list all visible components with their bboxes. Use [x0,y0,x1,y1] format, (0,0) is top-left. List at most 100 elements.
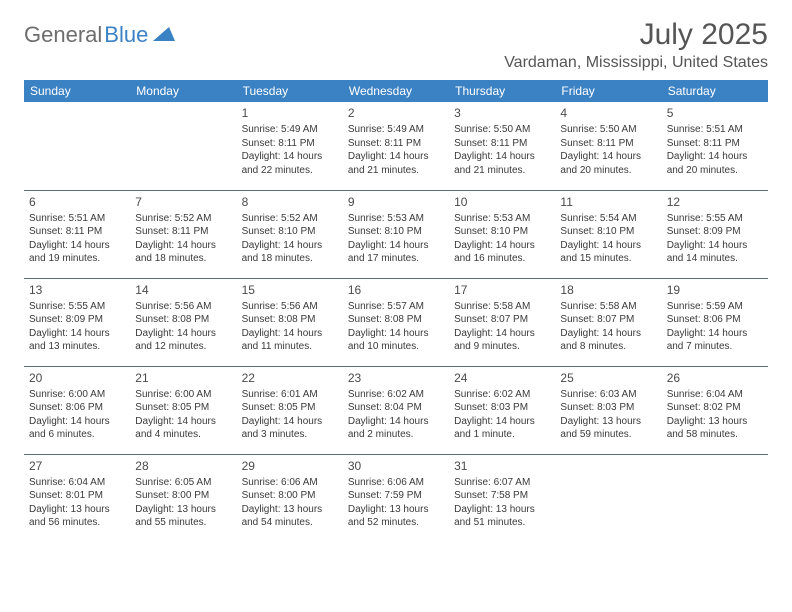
sunrise-line: Sunrise: 6:07 AM [454,476,550,490]
sunset-line: Sunset: 7:59 PM [348,489,444,503]
month-title: July 2025 [504,18,768,52]
day-number: 5 [667,105,763,121]
sunset-line: Sunset: 8:02 PM [667,401,763,415]
weekday-header: Saturday [662,80,768,102]
sunrise-line: Sunrise: 5:50 AM [454,123,550,137]
day-number: 19 [667,282,763,298]
sunrise-line: Sunrise: 5:51 AM [29,212,125,226]
sunset-line: Sunset: 8:11 PM [348,137,444,151]
logo-text-general: General [24,22,102,48]
sunset-line: Sunset: 8:03 PM [560,401,656,415]
sunrise-line: Sunrise: 5:50 AM [560,123,656,137]
calendar-day-cell: 11Sunrise: 5:54 AMSunset: 8:10 PMDayligh… [555,190,661,278]
calendar-week-row: 27Sunrise: 6:04 AMSunset: 8:01 PMDayligh… [24,454,768,542]
daylight-line: Daylight: 14 hours and 13 minutes. [29,327,125,354]
calendar-day-cell: 3Sunrise: 5:50 AMSunset: 8:11 PMDaylight… [449,102,555,190]
day-number: 29 [242,458,338,474]
day-number: 20 [29,370,125,386]
calendar-week-row: 6 Sunrise: 5:51 AMSunset: 8:11 PM Daylight… [24,190,768,278]
calendar-day-cell: 18Sunrise: 5:58 AMSunset: 8:07 PMDayligh… [555,278,661,366]
day-number: 9 [348,194,444,210]
sunrise-line: Sunrise: 5:56 AM [242,300,338,314]
calendar-week-row: 1Sunrise: 5:49 AMSunset: 8:11 PMDaylight… [24,102,768,190]
day-number: 15 [242,282,338,298]
sunrise-line: Sunrise: 6:03 AM [560,388,656,402]
sunrise-line: Sunrise: 6:06 AM [348,476,444,490]
sunset-line: Sunset: 8:06 PM [667,313,763,327]
day-number: 17 [454,282,550,298]
daylight-line: Daylight: 14 hours and 21 minutes. [454,150,550,177]
calendar-day-cell: 5Sunrise: 5:51 AMSunset: 8:11 PMDaylight… [662,102,768,190]
day-number: 31 [454,458,550,474]
sunset-line: Sunset: 8:01 PM [29,489,125,503]
calendar-day-cell: 28Sunrise: 6:05 AMSunset: 8:00 PMDayligh… [130,454,236,542]
day-number: 12 [667,194,763,210]
calendar-day-cell: 10Sunrise: 5:53 AMSunset: 8:10 PMDayligh… [449,190,555,278]
calendar-day-cell [130,102,236,190]
sunset-line: Sunset: 8:03 PM [454,401,550,415]
sunset-line: Sunset: 8:10 PM [560,225,656,239]
day-number: 14 [135,282,231,298]
day-number: 6 [29,194,125,210]
calendar-day-cell: 15Sunrise: 5:56 AMSunset: 8:08 PMDayligh… [237,278,343,366]
weekday-header-row: SundayMondayTuesdayWednesdayThursdayFrid… [24,80,768,102]
daylight-line: Daylight: 13 hours and 55 minutes. [135,503,231,530]
calendar-week-row: 13Sunrise: 5:55 AMSunset: 8:09 PMDayligh… [24,278,768,366]
sunrise-line: Sunrise: 6:05 AM [135,476,231,490]
daylight-line: Daylight: 14 hours and 1 minute. [454,415,550,442]
daylight-line: Daylight: 14 hours and 16 minutes. [454,239,550,266]
title-block: July 2025 Vardaman, Mississippi, United … [504,18,768,72]
sunrise-line: Sunrise: 5:54 AM [560,212,656,226]
daylight-line: Daylight: 13 hours and 54 minutes. [242,503,338,530]
sunset-line: Sunset: 8:06 PM [29,401,125,415]
sunrise-line: Sunrise: 5:55 AM [29,300,125,314]
sunrise-line: Sunrise: 5:59 AM [667,300,763,314]
day-number: 7 [135,194,231,210]
daylight-line: Daylight: 14 hours and 12 minutes. [135,327,231,354]
logo: GeneralBlue [24,22,175,48]
daylight-line: Daylight: 14 hours and 17 minutes. [348,239,444,266]
calendar-day-cell: 6Sunrise: 5:51 AMSunset: 8:11 PMDaylight… [24,190,130,278]
sunset-line: Sunset: 8:08 PM [242,313,338,327]
calendar-body: 1Sunrise: 5:49 AMSunset: 8:11 PMDaylight… [24,102,768,542]
sunrise-line: Sunrise: 5:58 AM [454,300,550,314]
day-number: 10 [454,194,550,210]
weekday-header: Sunday [24,80,130,102]
day-number: 25 [560,370,656,386]
calendar-day-cell: 16Sunrise: 5:57 AMSunset: 8:08 PMDayligh… [343,278,449,366]
sunset-line: Sunset: 8:00 PM [242,489,338,503]
daylight-line: Daylight: 14 hours and 15 minutes. [560,239,656,266]
calendar-day-cell: 29Sunrise: 6:06 AMSunset: 8:00 PMDayligh… [237,454,343,542]
sunrise-line: Sunrise: 5:52 AM [135,212,231,226]
weekday-header: Thursday [449,80,555,102]
sunset-line: Sunset: 8:10 PM [348,225,444,239]
day-number: 30 [348,458,444,474]
day-number: 18 [560,282,656,298]
calendar-day-cell [555,454,661,542]
daylight-line: Daylight: 14 hours and 7 minutes. [667,327,763,354]
header: GeneralBlue July 2025 Vardaman, Mississi… [24,18,768,72]
calendar-day-cell: 31Sunrise: 6:07 AMSunset: 7:58 PMDayligh… [449,454,555,542]
daylight-line: Daylight: 14 hours and 18 minutes. [135,239,231,266]
calendar-day-cell: 24Sunrise: 6:02 AMSunset: 8:03 PMDayligh… [449,366,555,454]
calendar-day-cell: 19 Sunrise: 5:59 AMSunset: 8:06 PMDayligh… [662,278,768,366]
day-number: 8 [242,194,338,210]
daylight-line: Daylight: 13 hours and 58 minutes. [667,415,763,442]
sunrise-line: Sunrise: 6:02 AM [454,388,550,402]
calendar-day-cell: 21Sunrise: 6:00 AMSunset: 8:05 PMDayligh… [130,366,236,454]
sunset-line: Sunset: 8:10 PM [242,225,338,239]
sunset-line: Sunset: 8:11 PM [29,225,125,239]
daylight-line: Daylight: 14 hours and 20 minutes. [560,150,656,177]
sunset-line: Sunset: 8:11 PM [560,137,656,151]
sunset-line: Sunset: 8:04 PM [348,401,444,415]
day-number: 27 [29,458,125,474]
daylight-line: Daylight: 14 hours and 21 minutes. [348,150,444,177]
daylight-line: Daylight: 14 hours and 8 minutes. [560,327,656,354]
logo-triangle-icon [153,25,175,46]
sunset-line: Sunset: 8:09 PM [29,313,125,327]
daylight-line: Daylight: 14 hours and 9 minutes. [454,327,550,354]
sunrise-line: Sunrise: 6:00 AM [29,388,125,402]
day-number: 16 [348,282,444,298]
calendar-day-cell: 20Sunrise: 6:00 AMSunset: 8:06 PMDayligh… [24,366,130,454]
calendar-day-cell: 25Sunrise: 6:03 AMSunset: 8:03 PMDayligh… [555,366,661,454]
